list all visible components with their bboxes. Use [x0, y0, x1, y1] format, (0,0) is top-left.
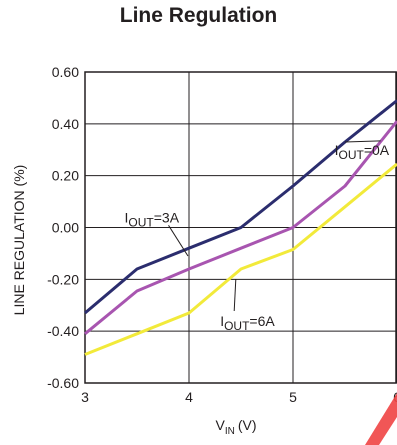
series-label-main: I [220, 313, 224, 329]
y-axis-label: LINE REGULATION (%) [11, 165, 27, 316]
y-tick-label: -0.40 [47, 323, 79, 339]
axis-ticks: -0.60-0.40-0.200.000.200.400.603456 [47, 64, 397, 405]
series-label-sub: OUT [224, 319, 250, 333]
series-lines [84, 99, 397, 356]
series-label-main: I [125, 209, 129, 225]
y-tick-label: 0.20 [52, 168, 79, 184]
y-tick-label: 0.60 [52, 64, 79, 80]
x-axis-label-unit: (V) [238, 417, 257, 433]
series-line [84, 99, 397, 315]
y-tick-label: 0.00 [52, 220, 79, 236]
series-line [84, 162, 397, 356]
series-label-tail: =6A [249, 313, 275, 329]
series-label-tail: =0A [364, 142, 390, 158]
series-label-sub: OUT [128, 215, 154, 229]
series-label-main: I [335, 142, 339, 158]
series-label-tail: =3A [154, 209, 180, 225]
series-line [84, 120, 397, 335]
series-label: IOUT=0A [335, 142, 390, 162]
series-label-sub: OUT [338, 148, 364, 162]
y-tick-label: 0.40 [52, 116, 79, 132]
watermark-stripes [365, 393, 397, 445]
leader-line [344, 140, 381, 143]
series-label: IOUT=3A [125, 209, 180, 229]
leader-line [233, 279, 237, 312]
plot-frame [84, 71, 397, 384]
x-axis-label-main: V [215, 417, 225, 433]
x-tick-label: 5 [289, 389, 297, 405]
x-tick-label: 4 [185, 389, 193, 405]
leader-line [168, 225, 189, 257]
y-tick-label: -0.60 [47, 375, 79, 391]
x-axis-label: VIN (V) [215, 417, 256, 437]
series-label: IOUT=6A [220, 313, 275, 333]
chart-title: Line Regulation [119, 4, 278, 27]
x-tick-label: 3 [81, 389, 89, 405]
x-axis-label-sub: IN [225, 426, 235, 437]
y-tick-label: -0.20 [47, 271, 79, 287]
